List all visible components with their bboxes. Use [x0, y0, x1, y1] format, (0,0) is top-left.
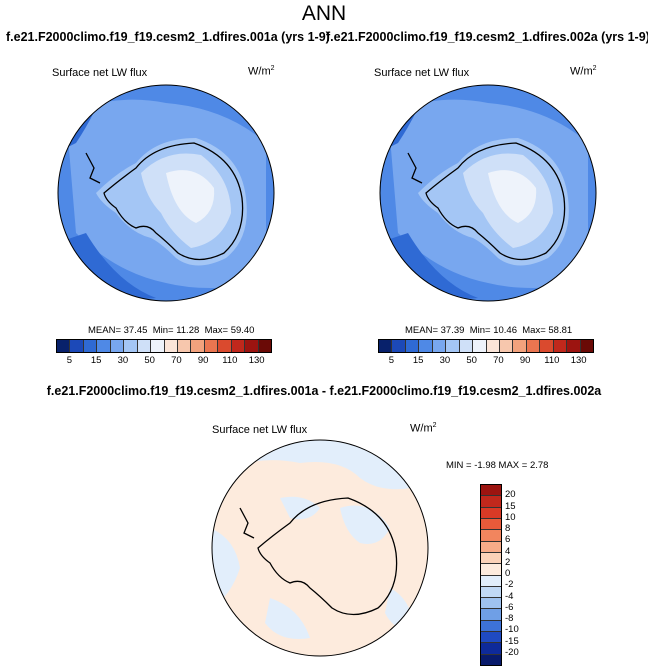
stats-1: MEAN= 37.45 Min= 11.28 Max= 59.40: [88, 325, 255, 336]
colorbar-swatch: [392, 340, 406, 352]
colorbar-swatch: [553, 340, 568, 352]
colorbar-tick-label: 8: [505, 523, 511, 534]
colorbar-tick-label: 130: [248, 355, 265, 366]
colorbar-swatch: [481, 643, 501, 655]
colorbar-swatch: [486, 340, 500, 352]
colorbar-tick-label: 90: [519, 355, 531, 366]
colorbar-tick-label: 30: [439, 355, 451, 366]
colorbar-tick-label: 5: [66, 355, 73, 366]
colorbar-swatch: [459, 340, 474, 352]
colorbar-swatch: [124, 340, 138, 352]
colorbar-tick-label: 10: [505, 511, 516, 523]
figure-title: ANN: [301, 2, 347, 25]
colorbar-swatch: [164, 340, 178, 352]
colorbar-swatch: [513, 340, 527, 352]
colorbar-swatch: [526, 340, 541, 352]
colorbar-swatch: [432, 340, 447, 352]
colorbar-swatch: [83, 340, 98, 352]
stats-2: MEAN= 37.39 Min= 10.46 Max= 58.81: [405, 325, 573, 336]
colorbar-swatch: [446, 340, 460, 352]
case-title-2: f.e21.F2000climo.f19_f19.cesm2_1.dfires.…: [326, 30, 648, 44]
colorbar-tick-label: -10: [505, 624, 519, 636]
colorbar-swatch: [481, 530, 501, 542]
colorbar-tick-label: 110: [222, 355, 238, 366]
colorbar-swatch: [70, 340, 84, 352]
polar-map-2: [379, 84, 597, 302]
polar-map-difference: [211, 439, 429, 657]
colorbar-swatch: [177, 340, 192, 352]
colorbar-tick-label: 2: [505, 556, 511, 568]
colorbar-swatch: [419, 340, 433, 352]
colorbar-tick-label: 70: [493, 355, 504, 366]
colorbar-swatch: [57, 340, 71, 352]
colorbar-tick-label: 130: [570, 355, 587, 366]
colorbar-swatch: [481, 598, 501, 610]
colorbar-swatch: [481, 609, 501, 621]
difference-title: f.e21.F2000climo.f19_f19.cesm2_1.dfires.…: [46, 384, 602, 398]
colorbar-1: [56, 339, 272, 353]
colorbar-swatch: [473, 340, 487, 352]
colorbar-swatch: [481, 632, 501, 644]
colorbar-swatch: [191, 340, 205, 352]
colorbar-tick-label: 50: [144, 355, 155, 366]
colorbar-swatch: [481, 496, 501, 508]
colorbar-tick-label: 50: [466, 355, 477, 366]
colorbar-swatch: [481, 552, 501, 565]
colorbar-tick-label: -2: [505, 579, 514, 591]
colorbar-tick-label: 0: [505, 568, 511, 579]
units-label-2: W/m2: [570, 65, 597, 78]
colorbar-tick-label: 5: [388, 355, 395, 366]
colorbar-tick-label: -4: [505, 590, 514, 602]
difference-variable-label: Surface net LW flux: [212, 424, 308, 436]
colorbar-tick-label: 15: [90, 355, 102, 366]
colorbar-swatch: [110, 340, 125, 352]
colorbar-tick-label: 6: [505, 534, 511, 546]
colorbar-swatch: [481, 541, 501, 553]
colorbar-swatch: [481, 620, 501, 633]
difference-minmax: MIN = -1.98 MAX = 2.78: [446, 460, 549, 471]
difference-colorbar: [480, 484, 502, 666]
colorbar-swatch: [580, 340, 593, 352]
units-label-1: W/m2: [248, 65, 275, 78]
colorbar-swatch: [258, 340, 271, 352]
difference-units-label: W/m2: [410, 422, 437, 435]
colorbar-tick-label: -6: [505, 601, 514, 613]
colorbar-tick-label: 15: [412, 355, 424, 366]
colorbar-swatch: [97, 340, 111, 352]
variable-label-1: Surface net LW flux: [52, 67, 148, 79]
colorbar-swatch: [204, 340, 219, 352]
colorbar-swatch: [481, 507, 501, 519]
colorbar-swatch: [481, 485, 501, 497]
colorbar-swatch: [499, 340, 514, 352]
colorbar-swatch: [567, 340, 581, 352]
variable-label-2: Surface net LW flux: [374, 67, 470, 79]
colorbar-swatch: [481, 575, 501, 587]
colorbar-swatch: [481, 564, 501, 576]
colorbar-swatch: [379, 340, 393, 352]
colorbar-swatch: [481, 654, 501, 665]
colorbar-tick-label: 20: [505, 489, 516, 501]
colorbar-tick-label: -20: [505, 646, 519, 658]
colorbar-swatch: [151, 340, 165, 352]
colorbar-tick-label: -8: [505, 613, 514, 624]
polar-map-1: [57, 84, 275, 302]
colorbar-swatch: [218, 340, 232, 352]
colorbar-swatch: [137, 340, 152, 352]
colorbar-tick-label: -15: [505, 635, 519, 647]
colorbar-tick-label: 70: [171, 355, 182, 366]
colorbar-swatch: [231, 340, 246, 352]
colorbar-swatch: [405, 340, 420, 352]
case-title-1: f.e21.F2000climo.f19_f19.cesm2_1.dfires.…: [6, 30, 330, 44]
colorbar-tick-label: 4: [505, 545, 511, 557]
colorbar-2: [378, 339, 594, 353]
colorbar-swatch: [245, 340, 259, 352]
colorbar-tick-label: 110: [544, 355, 560, 366]
colorbar-swatch: [481, 518, 501, 531]
colorbar-swatch: [540, 340, 554, 352]
colorbar-swatch: [481, 586, 501, 599]
colorbar-tick-label: 15: [505, 500, 516, 512]
colorbar-tick-label: 90: [197, 355, 209, 366]
colorbar-tick-label: 30: [117, 355, 129, 366]
